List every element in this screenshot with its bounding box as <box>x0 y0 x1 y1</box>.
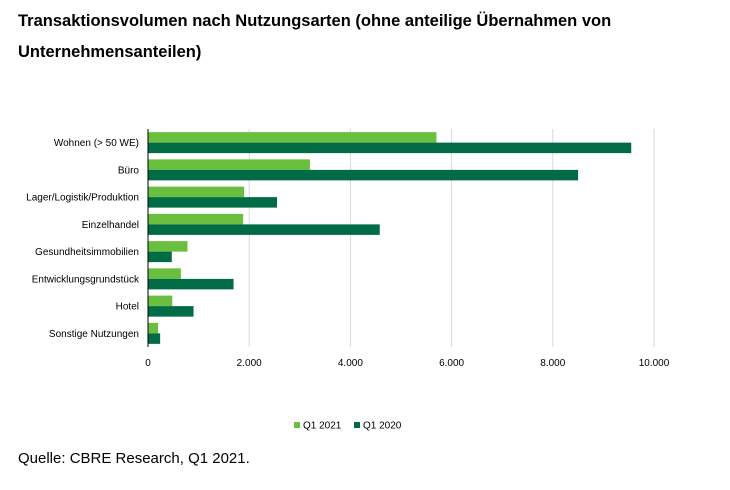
legend-label: Q1 2020 <box>363 421 402 432</box>
legend-label: Q1 2021 <box>303 421 342 432</box>
chart-title: Transaktionsvolumen nach Nutzungsarten (… <box>18 12 612 61</box>
category-label: Entwicklungsgrundstück <box>32 274 140 285</box>
source-note: Quelle: CBRE Research, Q1 2021. <box>18 450 250 467</box>
bar <box>148 169 579 181</box>
bar <box>148 197 278 208</box>
category-label: Lager/Logistik/Produktion <box>26 193 139 204</box>
category-label: Wohnen (> 50 WE) <box>54 138 139 149</box>
bar <box>148 241 188 252</box>
x-tick-label: 8.000 <box>540 358 565 369</box>
bar <box>148 268 181 279</box>
x-tick-label: 2.000 <box>237 358 262 369</box>
bars <box>148 132 632 344</box>
bar <box>148 132 437 143</box>
x-tick-label: 10.000 <box>639 358 670 369</box>
bar <box>148 142 632 154</box>
bar <box>148 186 245 198</box>
x-tick-label: 6.000 <box>439 358 464 369</box>
bar <box>148 333 161 344</box>
category-label: Hotel <box>116 302 139 313</box>
x-tick-label: 0 <box>145 358 151 369</box>
bar <box>148 322 159 334</box>
legend-swatch <box>354 422 360 428</box>
x-tick-labels: 0 2.000 4.000 6.000 8.000 10.000 <box>145 358 670 369</box>
legend-swatch <box>294 422 300 428</box>
category-label: Gesundheitsimmobilien <box>35 247 139 258</box>
bar <box>148 224 380 235</box>
bar <box>148 159 310 170</box>
bar <box>148 295 173 307</box>
category-label: Einzelhandel <box>82 220 139 231</box>
bar <box>148 306 194 317</box>
x-tick-label: 4.000 <box>338 358 363 369</box>
category-label: Büro <box>118 165 140 176</box>
category-labels: Wohnen (> 50 WE) Büro Lager/Logistik/Produ… <box>26 138 140 340</box>
bar <box>148 251 172 263</box>
category-label: Sonstige Nutzungen <box>49 329 139 340</box>
legend: Q1 2021 Q1 2020 <box>294 421 402 432</box>
bar <box>148 213 244 225</box>
gridlines <box>248 129 655 347</box>
bar <box>148 278 234 290</box>
